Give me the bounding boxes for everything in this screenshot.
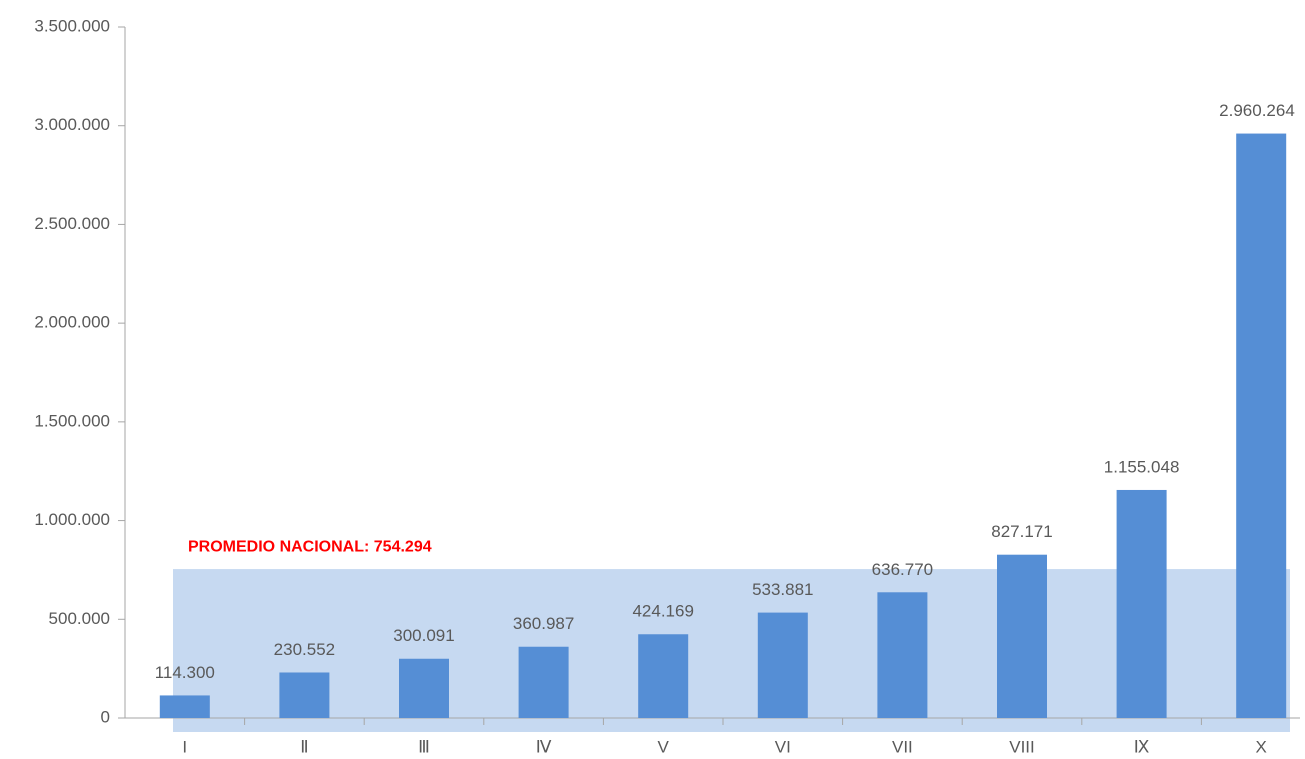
y-tick-label: 1.000.000: [34, 510, 110, 529]
bar: [1116, 489, 1167, 718]
value-label: 1.155.048: [1104, 457, 1180, 476]
y-tick-label: 2.000.000: [34, 313, 110, 332]
x-tick-label: I: [182, 737, 187, 756]
y-tick-label: 2.500.000: [34, 214, 110, 233]
background-layer: [173, 569, 1290, 732]
value-label: 2.960.264: [1219, 101, 1295, 120]
y-tick-label: 0: [101, 707, 110, 726]
value-label: 114.300: [155, 663, 215, 682]
bar: [877, 592, 928, 718]
x-tick-label: VIII: [1009, 737, 1035, 756]
bar: [279, 672, 330, 718]
x-tick-label: VI: [775, 737, 791, 756]
x-tick-label: VII: [892, 737, 913, 756]
average-band: [173, 569, 1290, 732]
x-tick-label: Ⅳ: [536, 737, 552, 756]
value-label: 636.770: [872, 560, 933, 579]
value-label: 827.171: [991, 522, 1052, 541]
value-label: 300.091: [393, 626, 454, 645]
x-tick-label: Ⅸ: [1134, 737, 1150, 756]
value-label: 424.169: [632, 602, 693, 621]
y-tick-label: 500.000: [49, 609, 110, 628]
bar: [159, 695, 210, 718]
x-tick-label: X: [1256, 737, 1267, 756]
bar: [997, 554, 1047, 718]
value-label: 360.987: [513, 614, 574, 633]
value-label: 230.552: [274, 640, 335, 659]
y-tick-label: 3.500.000: [34, 16, 110, 35]
bar: [518, 646, 569, 718]
x-tick-label: Ⅱ: [300, 737, 308, 756]
bar: [757, 612, 808, 718]
bar: [1236, 133, 1287, 718]
y-tick-label: 1.500.000: [34, 411, 110, 430]
x-tick-label: Ⅲ: [418, 737, 430, 756]
average-label: PROMEDIO NACIONAL: 754.294: [188, 538, 432, 555]
y-tick-label: 3.000.000: [34, 115, 110, 134]
bar: [638, 634, 689, 718]
x-tick-label: V: [658, 737, 670, 756]
value-label: 533.881: [752, 580, 813, 599]
bar: [399, 658, 449, 718]
